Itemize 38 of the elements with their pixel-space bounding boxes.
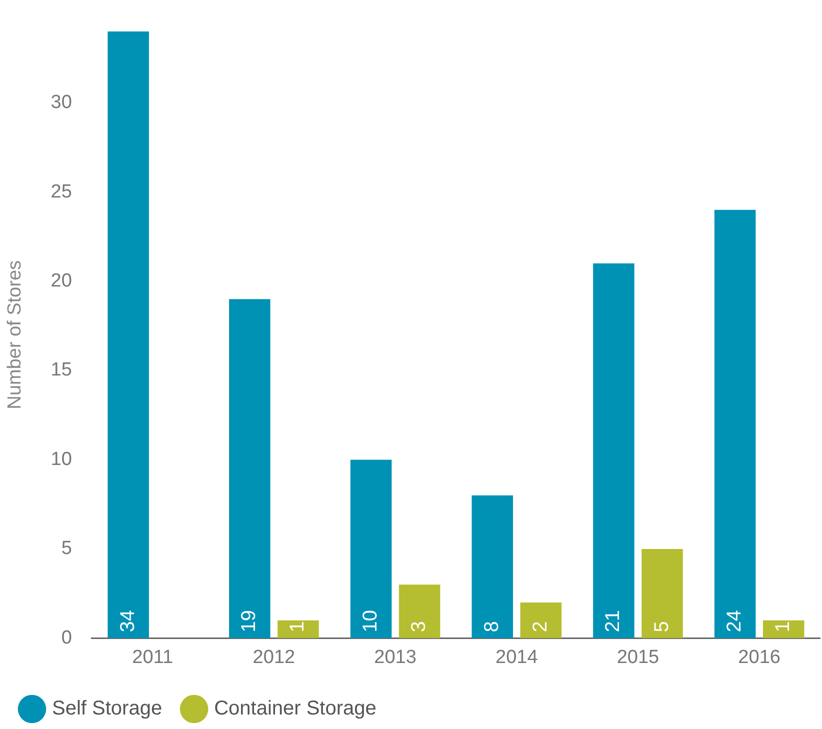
x-tick-label: 2012 bbox=[252, 646, 296, 668]
x-tick-label: 2016 bbox=[738, 646, 780, 668]
y-tick-label: 10 bbox=[50, 448, 72, 470]
y-tick-label: 20 bbox=[50, 270, 72, 292]
legend-label: Container Storage bbox=[214, 698, 376, 720]
y-tick-label: 30 bbox=[50, 92, 72, 114]
x-tick-label: 2015 bbox=[616, 646, 660, 668]
data-label: 1 bbox=[286, 621, 309, 632]
data-label: 3 bbox=[408, 621, 430, 632]
legend-label: Self Storage bbox=[52, 698, 162, 720]
bar bbox=[398, 584, 440, 638]
y-tick-label: 0 bbox=[61, 627, 72, 648]
bar bbox=[642, 548, 683, 638]
bar bbox=[108, 31, 149, 638]
bar bbox=[762, 620, 804, 638]
data-label: 1 bbox=[772, 621, 794, 632]
bar bbox=[593, 263, 634, 638]
data-label: 10 bbox=[360, 610, 382, 632]
data-label: 5 bbox=[650, 621, 673, 632]
data-label: 2 bbox=[529, 621, 552, 632]
data-label: 21 bbox=[602, 610, 624, 632]
x-tick-label: 2013 bbox=[374, 646, 416, 668]
data-label: 8 bbox=[480, 621, 503, 632]
data-label: 24 bbox=[724, 610, 746, 632]
x-tick-label: 2014 bbox=[496, 646, 538, 668]
bar bbox=[472, 495, 513, 638]
y-tick-label: 25 bbox=[50, 181, 72, 202]
bar bbox=[278, 620, 319, 638]
bar bbox=[350, 460, 392, 638]
bar bbox=[520, 602, 562, 638]
bar bbox=[229, 299, 270, 638]
y-tick-label: 15 bbox=[50, 360, 72, 381]
data-label: 34 bbox=[116, 610, 139, 632]
data-label: 19 bbox=[238, 610, 260, 632]
bar bbox=[714, 210, 756, 638]
y-axis-title: Number of Stores bbox=[4, 260, 26, 410]
y-tick-label: 5 bbox=[61, 538, 72, 560]
x-tick-label: 2011 bbox=[132, 646, 174, 668]
